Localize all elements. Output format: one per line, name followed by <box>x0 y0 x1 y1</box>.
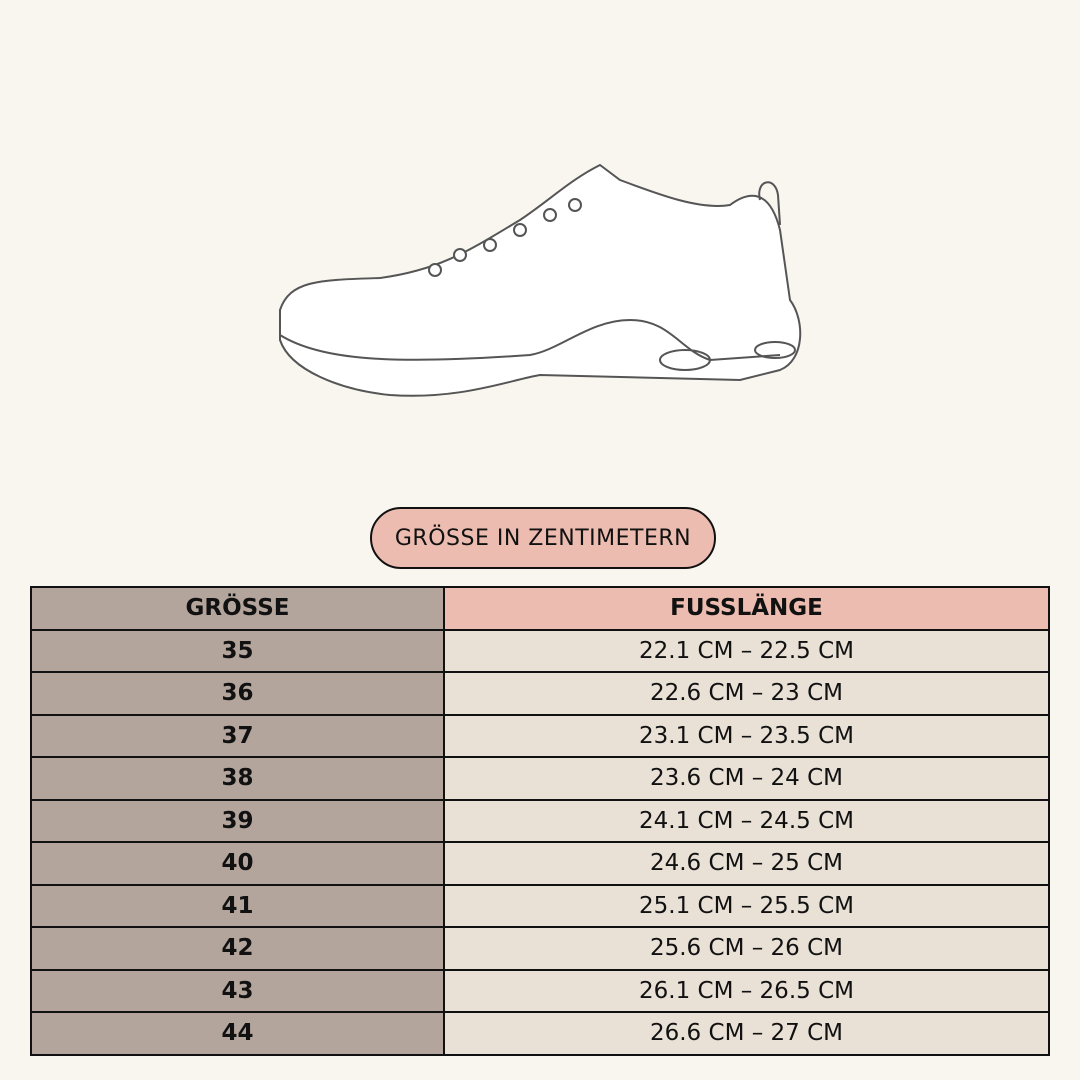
foot-length-cell: 22.1 CM – 22.5 CM <box>443 628 1050 673</box>
size-cell: 37 <box>30 713 445 758</box>
foot-length-cell: 24.1 CM – 24.5 CM <box>443 798 1050 843</box>
size-table: GRÖSSE FUSSLÄNGE 35 22.1 CM – 22.5 CM 36 22… <box>30 586 1050 1056</box>
table-row: 35 22.1 CM – 22.5 CM <box>30 628 1050 673</box>
table-row: 41 25.1 CM – 25.5 CM <box>30 883 1050 928</box>
foot-length-cell: 23.6 CM – 24 CM <box>443 756 1050 801</box>
foot-length-cell: 23.1 CM – 23.5 CM <box>443 713 1050 758</box>
foot-length-cell: 26.6 CM – 27 CM <box>443 1011 1050 1056</box>
table-row: 39 24.1 CM – 24.5 CM <box>30 798 1050 843</box>
table-row: 44 26.6 CM – 27 CM <box>30 1011 1050 1056</box>
size-cell: 38 <box>30 756 445 801</box>
table-row: 36 22.6 CM – 23 CM <box>30 671 1050 716</box>
size-cell: 44 <box>30 1011 445 1056</box>
table-row: 42 25.6 CM – 26 CM <box>30 926 1050 971</box>
header-cell: GRÖSSE <box>30 586 445 631</box>
size-cell: 35 <box>30 628 445 673</box>
shoe-illustration <box>279 163 802 397</box>
size-cell: 43 <box>30 968 445 1013</box>
foot-length-cell: 22.6 CM – 23 CM <box>443 671 1050 716</box>
size-cell: 42 <box>30 926 445 971</box>
foot-length-cell: 25.6 CM – 26 CM <box>443 926 1050 971</box>
size-cell: 39 <box>30 798 445 843</box>
table-row: 37 23.1 CM – 23.5 CM <box>30 713 1050 758</box>
size-cell: 36 <box>30 671 445 716</box>
size-cell: 41 <box>30 883 445 928</box>
header-cell: FUSSLÄNGE <box>443 586 1050 631</box>
foot-length-cell: 25.1 CM – 25.5 CM <box>443 883 1050 928</box>
table-row: 40 24.6 CM – 25 CM <box>30 841 1050 886</box>
table-row: 43 26.1 CM – 26.5 CM <box>30 968 1050 1013</box>
table-row: 38 23.6 CM – 24 CM <box>30 756 1050 801</box>
foot-length-cell: 26.1 CM – 26.5 CM <box>443 968 1050 1013</box>
foot-length-cell: 24.6 CM – 25 CM <box>443 841 1050 886</box>
section-badge: GRÖSSE IN ZENTIMETERN <box>370 507 716 569</box>
size-cell: 40 <box>30 841 445 886</box>
